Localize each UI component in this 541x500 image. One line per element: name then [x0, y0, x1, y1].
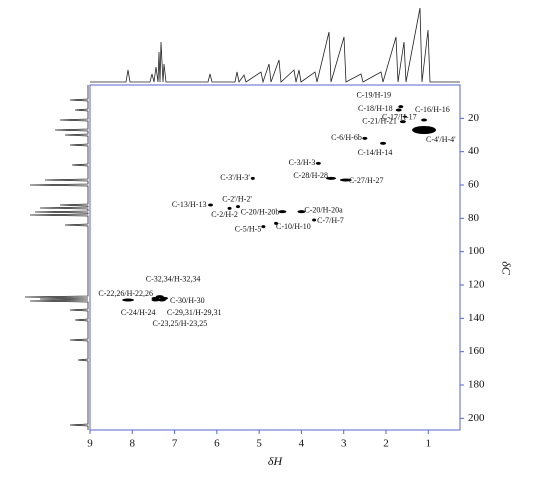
peak-label: C-5/H-5: [235, 224, 262, 233]
cross-peak: [315, 161, 321, 165]
peak-label: C-21/H-21: [362, 116, 397, 125]
peak-label: C-3/H-3: [289, 158, 316, 167]
peak-label: C-24/H-24: [121, 308, 156, 317]
cross-peak: [122, 298, 135, 302]
peak-label: C-27/H-27: [349, 176, 384, 185]
x-tick-label: 5: [256, 438, 262, 450]
peak-label: C-32,34/H-32,34: [146, 274, 201, 283]
x-tick-label: 9: [87, 438, 93, 450]
x-tick-label: 7: [172, 438, 178, 450]
cross-peak: [250, 176, 255, 180]
cross-peak: [274, 221, 279, 225]
cross-peak: [278, 210, 287, 214]
peak-label: C-29,31/H-29,31: [167, 308, 222, 317]
cross-peak: [421, 118, 428, 122]
y-tick-label: 140: [468, 312, 485, 324]
cross-peak: [362, 136, 368, 140]
peak-label: C-16/H-16: [415, 105, 450, 114]
peak-label: C-2/H-2: [211, 210, 238, 219]
peak-label: C-10/H-10: [276, 222, 311, 231]
cross-peak: [227, 206, 232, 210]
cross-peak: [157, 298, 166, 302]
peak-label: C-2'/H-2': [222, 194, 252, 203]
cross-peak: [395, 108, 402, 112]
cross-peak: [403, 115, 408, 118]
cross-peak: [208, 203, 214, 207]
x-tick-label: 6: [214, 438, 220, 450]
peak-label: C-18/H-18: [358, 104, 393, 113]
peak-label: C-13/H-13: [172, 200, 207, 209]
y-axis-label: δC: [499, 261, 513, 276]
cross-peak: [412, 126, 437, 134]
c-projection: [24, 85, 89, 430]
x-tick-label: 1: [426, 438, 432, 450]
x-tick-label: 4: [299, 438, 305, 450]
y-tick-label: 200: [468, 412, 485, 424]
y-tick-label: 40: [468, 145, 480, 157]
peak-label: C-28/H-28: [293, 171, 328, 180]
y-tick-label: 80: [468, 212, 480, 224]
h-projection: [90, 7, 460, 84]
cross-peak: [326, 176, 337, 180]
plot-frame: [89, 84, 461, 431]
y-tick-label: 180: [468, 379, 485, 391]
peak-label: C-22,26/H-22,26: [98, 289, 153, 298]
peak-label: C-6/H-6b: [331, 133, 362, 142]
peak-label: C-17/H-17: [382, 112, 417, 121]
x-tick-label: 2: [383, 438, 389, 450]
x-tick-label: 3: [341, 438, 347, 450]
y-tick-label: 60: [468, 179, 480, 191]
peak-label: C-3'/H-3': [220, 173, 250, 182]
cross-peak: [236, 205, 240, 209]
peak-label: C-19/H-19: [356, 90, 391, 99]
cross-peak: [151, 296, 160, 300]
cross-peak: [398, 105, 404, 109]
y-tick-label: 160: [468, 345, 485, 357]
y-tick-label: 100: [468, 245, 485, 257]
cross-peak: [380, 141, 387, 145]
x-tick-label: 8: [130, 438, 136, 450]
cross-peak: [261, 225, 266, 229]
cross-peak: [312, 218, 317, 222]
cross-peak: [297, 210, 306, 214]
peak-label: C-30/H-30: [170, 296, 205, 305]
cross-peak: [339, 178, 352, 182]
x-axis-label: δH: [268, 454, 284, 468]
peak-label: C-14/H-14: [358, 148, 393, 157]
peak-label: C-4'/H-4': [426, 135, 456, 144]
peak-label: C-20/H-20a: [304, 205, 343, 214]
cross-peak: [399, 120, 406, 124]
peak-label: C-23,25/H-23,25: [153, 319, 208, 328]
y-tick-label: 120: [468, 279, 485, 291]
peak-label: C-7/H-7: [317, 216, 344, 225]
y-tick-label: 20: [468, 112, 480, 124]
peak-label: C-20/H-20b: [241, 207, 280, 216]
